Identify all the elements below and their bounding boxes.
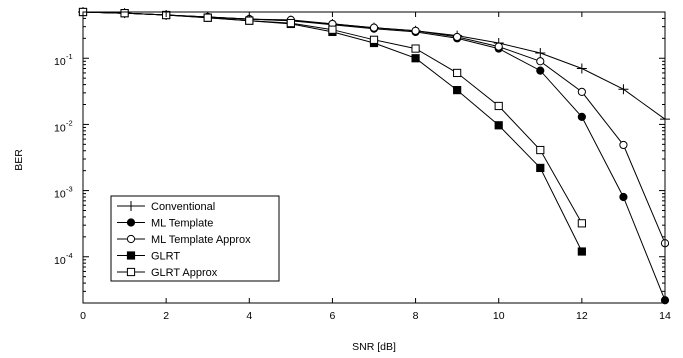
x-tick-label: 2: [163, 310, 169, 322]
y-tick-exponent: -3: [66, 185, 73, 194]
legend-label: ML Template Approx: [151, 234, 251, 246]
data-point-glrt-approx: [411, 44, 420, 53]
x-tick-label: 12: [576, 310, 588, 322]
data-point-ml-template: [619, 192, 628, 202]
data-point-ml-template-approx: [577, 87, 586, 97]
legend-marker: [126, 234, 136, 244]
data-point-ml-template-approx: [369, 23, 379, 32]
y-tick-exponent: -4: [66, 251, 73, 260]
legend-item-conventional: Conventional: [117, 201, 215, 213]
data-point-glrt-approx: [203, 13, 212, 22]
y-tick-base: 10: [54, 56, 66, 68]
data-point-glrt-approx: [577, 219, 586, 228]
y-tick-label: 10 -4: [54, 251, 73, 267]
y-tick-label: 10 -3: [54, 185, 73, 201]
y-tick-exponent: -2: [66, 118, 73, 127]
legend-marker: [126, 251, 136, 260]
y-tick-base: 10: [54, 189, 66, 201]
data-point-glrt-approx: [369, 35, 379, 44]
data-point-ml-template-approx: [536, 57, 545, 66]
x-tick-label: 0: [80, 310, 86, 322]
legend: Conventional ML Template ML Template Appro…: [110, 195, 280, 282]
x-axis-title: SNR [dB]: [352, 341, 396, 353]
legend-item-ml-template-approx: ML Template Approx: [117, 234, 251, 246]
y-tick-label: 10 -2: [54, 118, 73, 134]
data-point-glrt: [411, 54, 420, 63]
legend-label: GLRT: [151, 251, 180, 263]
x-tick-label: 8: [413, 310, 419, 322]
x-tick-label: 14: [659, 310, 671, 322]
data-point-ml-template: [536, 66, 545, 75]
data-point-ml-template-approx: [411, 26, 420, 35]
data-point-ml-template: [577, 112, 586, 121]
series-glrt-approx: [78, 7, 586, 228]
data-point-glrt-approx: [536, 145, 545, 155]
data-point-glrt-approx: [453, 68, 462, 78]
legend-item-ml-template: ML Template: [117, 218, 213, 230]
y-tick-label: 10 -1: [54, 52, 73, 68]
legend-marker: [126, 267, 136, 277]
plot-frame: [82, 11, 666, 304]
data-point-glrt-approx: [328, 25, 337, 34]
x-tick-label: 10: [493, 310, 505, 322]
legend-label: ML Template: [151, 218, 213, 230]
x-tick-label: 6: [330, 310, 336, 322]
legend-marker: [126, 218, 136, 227]
data-point-glrt: [453, 86, 462, 95]
series-line-glrt-approx: [82, 11, 583, 224]
x-tick-label: 4: [246, 310, 252, 322]
legend-label: Conventional: [151, 201, 215, 213]
data-point-glrt: [536, 163, 545, 173]
data-point-glrt: [577, 247, 586, 256]
data-point-glrt-approx: [286, 18, 295, 28]
y-axis-title: BER: [13, 149, 25, 171]
y-tick-base: 10: [54, 122, 66, 134]
data-point-glrt-approx: [120, 9, 129, 18]
legend-item-glrt-approx: GLRT Approx: [117, 267, 218, 279]
data-point-ml-template-approx: [494, 42, 503, 51]
legend-marker: [126, 201, 136, 211]
data-point-glrt-approx: [245, 16, 254, 25]
y-tick-exponent: -1: [66, 52, 73, 61]
y-tick-base: 10: [54, 255, 66, 267]
data-point-ml-template-approx: [619, 140, 628, 150]
data-point-conventional: [576, 63, 587, 74]
data-point-glrt: [494, 121, 503, 130]
data-point-conventional: [618, 84, 629, 95]
data-point-ml-template-approx: [453, 32, 462, 42]
data-point-conventional: [535, 48, 546, 59]
data-point-glrt-approx: [494, 101, 503, 111]
legend-label: GLRT Approx: [151, 267, 218, 279]
legend-item-glrt: GLRT: [117, 251, 180, 263]
